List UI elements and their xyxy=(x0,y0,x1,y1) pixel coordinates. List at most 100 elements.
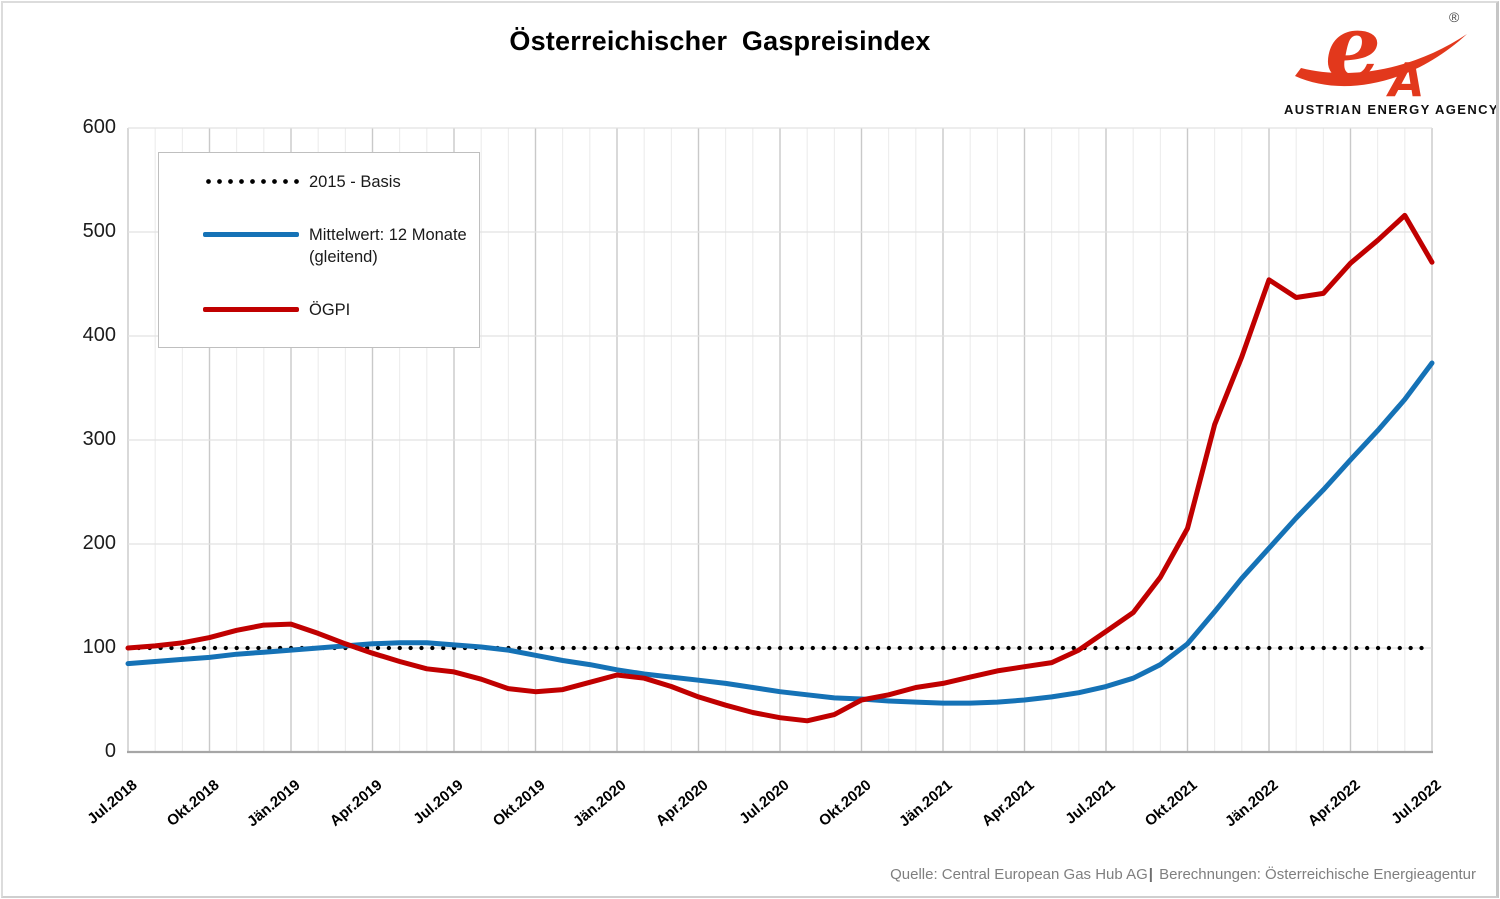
basis-dotted-line-dot xyxy=(756,645,761,651)
oegpi-line-swatch-icon xyxy=(203,306,299,312)
basis-dotted-line-dot xyxy=(223,645,228,651)
basis-dotted-line-dot xyxy=(778,645,783,651)
basis-dotted-line-dot xyxy=(734,645,739,651)
basis-dotted-line-dot xyxy=(973,645,979,651)
basis-dotted-line-dot xyxy=(1028,645,1033,651)
basis-dotted-line-dot xyxy=(1408,645,1413,651)
logo-swoosh xyxy=(1295,34,1467,87)
basis-dotted-line-dot xyxy=(1191,645,1196,651)
basis-dotted-line-dot xyxy=(919,645,924,651)
basis-dotted-line-dot xyxy=(647,645,652,651)
basis-dotted-line-dot xyxy=(1397,645,1402,651)
basis-dotted-line-dot xyxy=(1375,645,1381,651)
basis-dotted-line-dot xyxy=(767,645,772,651)
basis-dotted-line-dot xyxy=(669,645,674,651)
legend-label-mittelwert-line1: Mittelwert: 12 Monate xyxy=(309,225,467,244)
basis-dotted-line-dot xyxy=(1365,645,1370,651)
basis-dotted-line-dot xyxy=(1321,645,1326,651)
logo-e: e xyxy=(1325,6,1381,99)
basis-dotted-line-dot xyxy=(1278,645,1283,651)
basis-dotted-line-dot xyxy=(1169,645,1174,651)
basis-dotted-line-dot xyxy=(701,645,707,651)
basis-dotted-line-dot xyxy=(1332,645,1337,651)
y-tick-label: 500 xyxy=(82,220,116,242)
basis-dotted-line-dot xyxy=(984,645,989,651)
basis-dotted-line-dot xyxy=(1386,645,1392,651)
page-title: Österreichischer Gaspreisindex xyxy=(509,26,931,56)
basis-dotted-line-dot xyxy=(169,645,174,651)
basis-dotted-line-dot xyxy=(875,645,881,651)
basis-dotted-line-dot xyxy=(538,645,544,651)
legend-item-oegpi: ÖGPI xyxy=(203,299,467,321)
basis-dotted-line-dot xyxy=(245,645,250,651)
basis-dotted-line-dot xyxy=(1299,645,1305,651)
registered-trademark-icon: ® xyxy=(1449,9,1460,25)
basis-dotted-line-dot xyxy=(1136,645,1142,651)
chart-legend: 2015 - Basis Mittelwert: 12 Monate (glei… xyxy=(158,152,480,348)
aea-logo-mark-icon: e A ® xyxy=(1295,6,1467,100)
basis-dotted-line-dot xyxy=(212,645,218,651)
source-separator: | xyxy=(1148,866,1153,883)
legend-label-basis: 2015 - Basis xyxy=(309,173,401,191)
basis-dotted-line-dot xyxy=(1245,645,1250,651)
basis-dotted-line-dot xyxy=(191,645,196,651)
y-tick-label: 600 xyxy=(82,116,116,138)
y-tick-label: 400 xyxy=(82,324,116,346)
legend-label-oegpi: ÖGPI xyxy=(309,300,351,319)
basis-dotted-line-dot xyxy=(1419,645,1424,651)
oegpi-line xyxy=(125,212,1435,724)
y-tick-label: 100 xyxy=(82,636,116,658)
basis-dotted-line-dot xyxy=(528,645,533,651)
basis-dotted-line-dot xyxy=(930,645,935,651)
basis-dotted-line-dot xyxy=(1234,645,1239,651)
basis-dotted-line-dot xyxy=(788,645,794,651)
basis-dotted-line-dot xyxy=(1071,645,1076,651)
basis-dotted-line-dot xyxy=(1201,645,1207,651)
source-quelle: Quelle: Central European Gas Hub AG xyxy=(890,866,1148,883)
basis-dotted-line-dot xyxy=(886,645,892,651)
basis-dotted-line-dot xyxy=(951,645,957,651)
basis-dotted-line-dot xyxy=(1343,645,1348,651)
basis-dotted-line-dot xyxy=(941,645,946,651)
basis-dotted-line-dot xyxy=(908,645,913,651)
basis-dotted-line-dot xyxy=(615,645,620,651)
basis-dotted-line-dot xyxy=(865,645,870,651)
basis-dotted-line-dot xyxy=(1158,645,1163,651)
basis-dotted-line-dot xyxy=(560,645,565,651)
basis-dotted-line-dot xyxy=(1267,645,1272,651)
basis-dotted-line-dot xyxy=(408,645,413,651)
basis-dotted-line-dot xyxy=(1310,645,1315,651)
basis-dotted-line-dot xyxy=(1060,645,1065,651)
y-tick-label: 200 xyxy=(82,532,116,554)
basis-dotted-line-dot xyxy=(604,645,609,651)
basis-dotted-line-dot xyxy=(1038,645,1044,651)
basis-dotted-line-dot xyxy=(680,645,685,651)
basis-dotted-line-dot xyxy=(582,645,587,651)
basis-dotted-line-dot xyxy=(1104,645,1109,651)
logo-a: A xyxy=(1386,53,1425,100)
basis-dotted-line-dot xyxy=(1115,645,1120,651)
basis-dotted-line-dot xyxy=(180,645,185,651)
legend-label-mittelwert: Mittelwert: 12 Monate (gleitend) xyxy=(309,224,467,269)
basis-dotted-line-dot xyxy=(397,645,402,651)
basis-dotted-line-dot xyxy=(843,645,848,651)
basis-dotted-line-dot xyxy=(1093,645,1098,651)
basis-dotted-line-dot xyxy=(1049,645,1055,651)
basis-dotted-line-dot xyxy=(267,645,272,651)
basis-dotted-line-dot xyxy=(571,645,576,651)
basis-dotted-line-dot xyxy=(1017,645,1022,651)
basis-dotted-line-dot xyxy=(712,645,718,651)
legend-item-basis: 2015 - Basis xyxy=(203,171,467,193)
basis-dotted-line-dot xyxy=(386,645,392,651)
basis-dotted-line-dot xyxy=(256,645,261,651)
basis-dotted-line-dot xyxy=(441,645,446,651)
basis-dotted-swatch-icon xyxy=(203,179,299,184)
basis-dotted-line-dot xyxy=(375,645,381,651)
austrian-energy-agency-logo: e A ® AUSTRIAN ENERGY AGENCY xyxy=(1284,6,1498,117)
basis-dotted-line-dot xyxy=(1006,645,1011,651)
basis-dotted-line-dot xyxy=(625,645,631,651)
basis-dotted-line-dot xyxy=(745,645,750,651)
basis-dotted-line-dot xyxy=(593,645,598,651)
legend-label-mittelwert-line2: (gleitend) xyxy=(309,248,378,266)
basis-dotted-line-dot xyxy=(821,645,826,651)
